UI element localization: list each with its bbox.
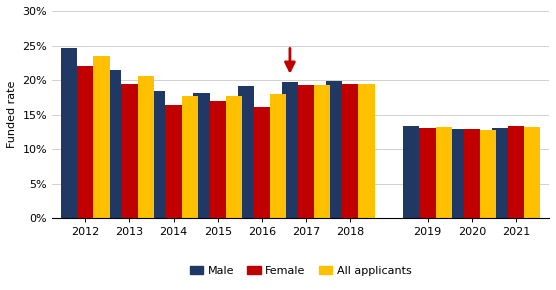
Bar (226, 96, 242, 218)
Bar (105, 70, 121, 218)
Bar (193, 93, 210, 218)
Bar (210, 101, 226, 218)
Bar (326, 81, 342, 218)
Bar (359, 84, 375, 218)
Bar (298, 85, 314, 218)
Legend: Male, Female, All applicants: Male, Female, All applicants (185, 261, 416, 280)
Bar (464, 128, 480, 218)
Bar (480, 130, 496, 218)
Bar (137, 76, 153, 218)
Bar (448, 129, 464, 218)
Bar (166, 105, 182, 218)
Bar (436, 127, 452, 218)
Bar (403, 126, 419, 218)
Bar (342, 84, 359, 218)
Bar (77, 66, 93, 218)
Y-axis label: Funded rate: Funded rate (7, 81, 17, 148)
Bar (270, 94, 286, 218)
Bar (524, 127, 540, 218)
Bar (254, 107, 270, 218)
Bar (150, 91, 166, 218)
Bar (419, 128, 436, 218)
Bar (121, 84, 137, 218)
Bar (282, 82, 298, 218)
Bar (508, 126, 524, 218)
Bar (61, 48, 77, 218)
Bar (237, 86, 254, 218)
Bar (492, 128, 508, 218)
Bar (314, 85, 330, 218)
Bar (182, 96, 198, 218)
Bar (93, 56, 110, 218)
